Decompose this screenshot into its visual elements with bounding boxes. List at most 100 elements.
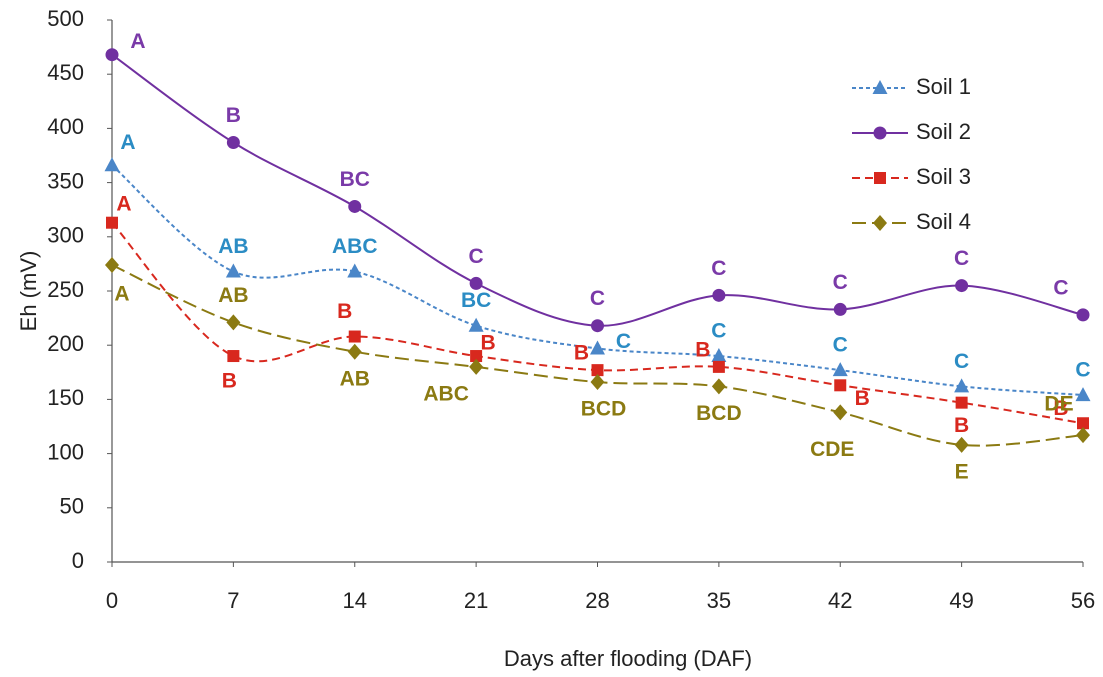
significance-letter: ABC bbox=[423, 382, 469, 405]
legend-label: Soil 4 bbox=[916, 209, 971, 234]
data-point bbox=[1077, 417, 1089, 430]
data-point bbox=[832, 362, 848, 377]
data-point bbox=[468, 317, 484, 332]
y-tick-label: 50 bbox=[60, 494, 84, 519]
y-tick-label: 400 bbox=[47, 114, 84, 139]
significance-letter: C bbox=[590, 287, 605, 310]
y-tick-label: 300 bbox=[47, 223, 84, 248]
series-line bbox=[111, 164, 1084, 397]
x-tick-label: 7 bbox=[227, 588, 239, 613]
data-point bbox=[954, 436, 969, 453]
significance-letter: C bbox=[1075, 359, 1090, 382]
data-point bbox=[711, 348, 727, 363]
significance-letter: C bbox=[833, 334, 848, 357]
x-tick-label: 0 bbox=[106, 588, 118, 613]
legend-label: Soil 1 bbox=[916, 74, 971, 99]
y-tick-label: 500 bbox=[47, 6, 84, 31]
data-point bbox=[954, 378, 970, 393]
data-point bbox=[347, 263, 363, 278]
significance-letter: A bbox=[130, 30, 145, 53]
significance-letter: C bbox=[954, 247, 969, 270]
x-tick-label: 49 bbox=[949, 588, 973, 613]
data-point bbox=[712, 288, 726, 302]
significance-letter: C bbox=[954, 350, 969, 373]
data-point bbox=[955, 279, 969, 293]
significance-letter: ABC bbox=[332, 235, 378, 258]
data-point bbox=[469, 276, 483, 290]
significance-letter: AB bbox=[218, 284, 248, 307]
data-point bbox=[227, 350, 240, 363]
y-tick-label: 150 bbox=[47, 385, 84, 410]
x-tick-label: 35 bbox=[707, 588, 731, 613]
data-point bbox=[711, 378, 726, 395]
data-point bbox=[590, 340, 605, 355]
legend-marker bbox=[872, 80, 888, 94]
significance-letter: B bbox=[481, 332, 496, 355]
significance-letter: E bbox=[955, 460, 969, 483]
data-point bbox=[590, 374, 605, 391]
significance-letter: B bbox=[574, 342, 589, 365]
data-point bbox=[833, 404, 848, 421]
significance-letter: BC bbox=[461, 289, 491, 312]
data-point bbox=[712, 360, 725, 373]
significance-letter: C bbox=[711, 257, 726, 280]
legend-marker bbox=[874, 172, 886, 184]
data-point bbox=[104, 157, 120, 172]
data-point bbox=[833, 302, 847, 316]
significance-letter: B bbox=[695, 338, 710, 361]
data-point bbox=[106, 216, 118, 229]
significance-letter: B bbox=[1053, 397, 1068, 420]
data-point bbox=[591, 364, 604, 377]
data-point bbox=[1076, 308, 1090, 322]
data-point bbox=[470, 350, 483, 363]
data-point bbox=[1075, 387, 1091, 402]
significance-letter: BC bbox=[340, 168, 370, 191]
legend-marker bbox=[873, 126, 887, 140]
data-point bbox=[348, 330, 361, 343]
y-tick-label: 0 bbox=[72, 548, 84, 573]
significance-letter: B bbox=[855, 387, 870, 410]
data-point bbox=[955, 396, 968, 409]
data-point bbox=[834, 379, 847, 392]
significance-letter: B bbox=[954, 414, 969, 437]
significance-letter: DE bbox=[1044, 393, 1073, 416]
significance-letter: C bbox=[616, 330, 631, 353]
significance-letter: C bbox=[469, 245, 484, 268]
data-point bbox=[105, 256, 119, 273]
x-axis-label: Days after flooding (DAF) bbox=[504, 646, 752, 671]
legend-label: Soil 3 bbox=[916, 164, 971, 189]
data-point bbox=[226, 135, 240, 149]
significance-letter: B bbox=[226, 104, 241, 127]
x-tick-label: 28 bbox=[585, 588, 609, 613]
significance-letter: BCD bbox=[696, 402, 742, 425]
data-point bbox=[591, 319, 604, 333]
significance-letter: C bbox=[1053, 276, 1068, 299]
x-tick-label: 21 bbox=[464, 588, 488, 613]
data-point bbox=[348, 199, 362, 213]
significance-letter: C bbox=[711, 320, 726, 343]
y-tick-label: 200 bbox=[47, 331, 84, 356]
x-tick-label: 42 bbox=[828, 588, 852, 613]
significance-letter: B bbox=[337, 300, 352, 323]
x-tick-label: 14 bbox=[343, 588, 367, 613]
significance-letter: AB bbox=[340, 367, 370, 390]
significance-letter: C bbox=[833, 271, 848, 294]
y-tick-label: 350 bbox=[47, 168, 84, 193]
data-point bbox=[347, 343, 362, 360]
data-point bbox=[105, 48, 119, 62]
significance-letter: A bbox=[116, 192, 131, 215]
significance-letter: A bbox=[114, 283, 129, 306]
y-tick-label: 100 bbox=[47, 439, 84, 464]
significance-letter: B bbox=[222, 370, 237, 393]
x-tick-label: 56 bbox=[1071, 588, 1095, 613]
data-point bbox=[1076, 427, 1090, 444]
y-tick-label: 250 bbox=[47, 277, 84, 302]
data-point bbox=[226, 314, 241, 331]
significance-letter: AB bbox=[218, 235, 248, 258]
data-point bbox=[469, 358, 484, 375]
significance-letter: A bbox=[120, 131, 135, 154]
y-tick-label: 450 bbox=[47, 60, 84, 85]
data-point bbox=[225, 263, 241, 278]
significance-letter: CDE bbox=[810, 438, 854, 461]
significance-letter: BCD bbox=[581, 398, 627, 421]
